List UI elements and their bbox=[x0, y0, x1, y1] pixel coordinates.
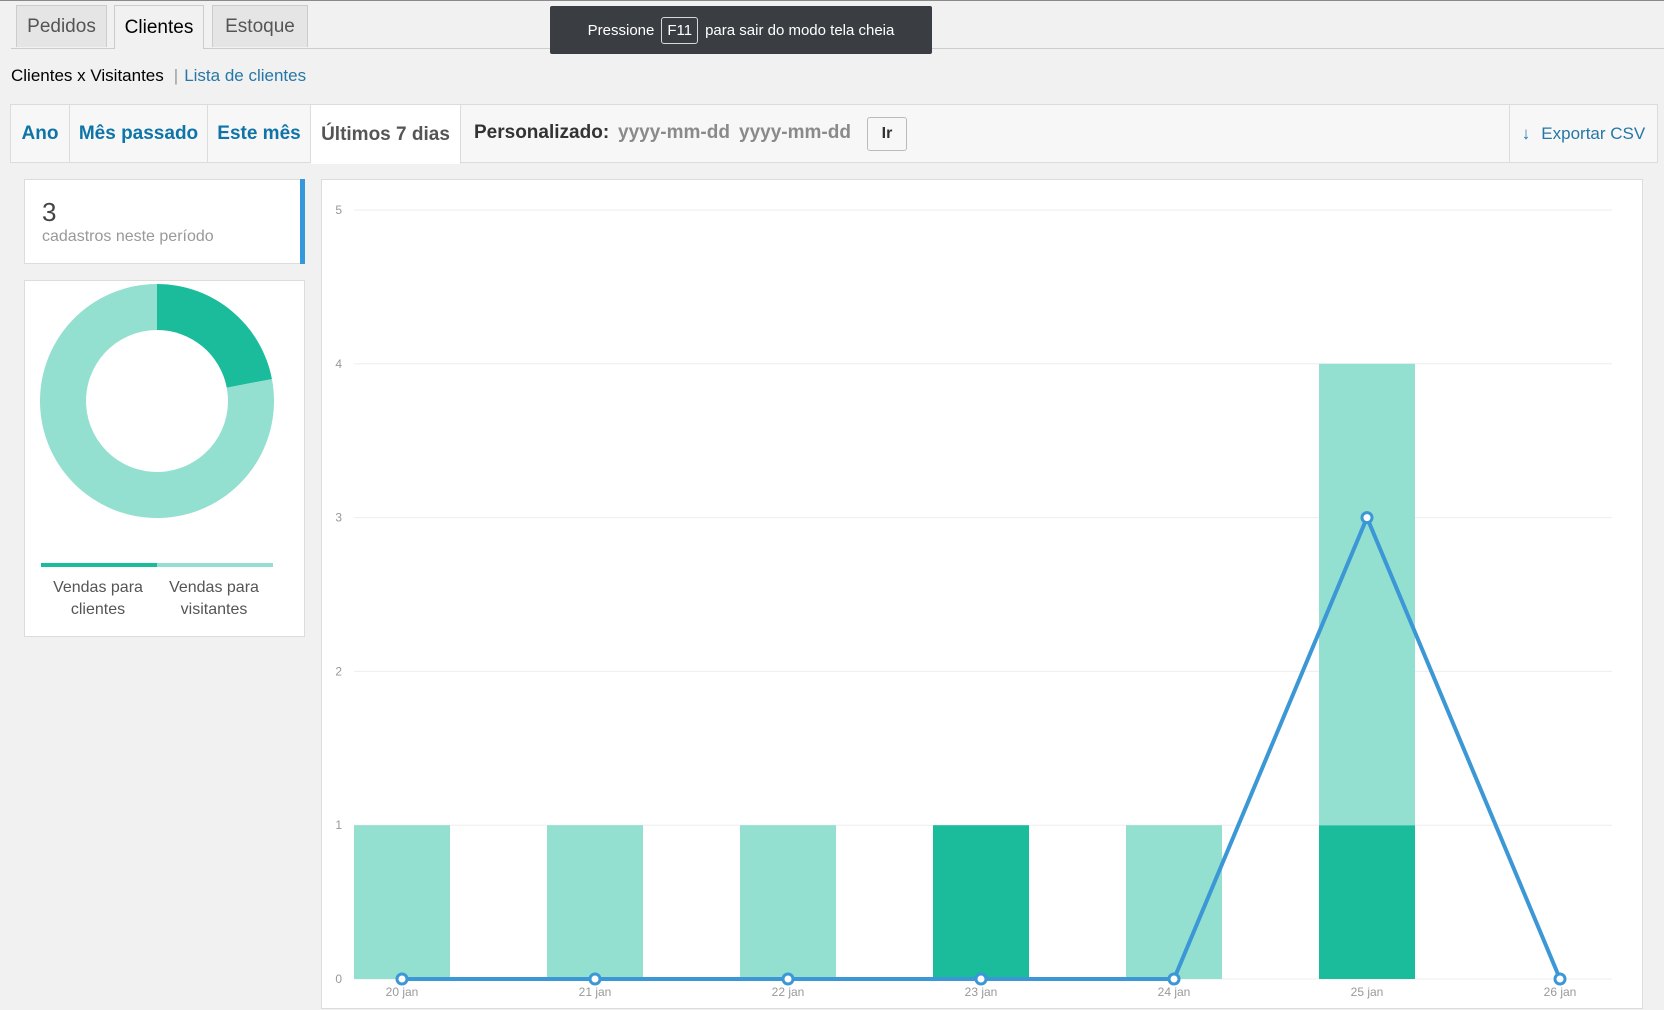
fullscreen-notice: Pressione F11 para sair do modo tela che… bbox=[550, 6, 932, 54]
bar-visitantes-3[interactable] bbox=[740, 825, 836, 979]
tab-estoque[interactable]: Estoque bbox=[212, 5, 308, 47]
export-csv-label: Exportar CSV bbox=[1541, 123, 1646, 143]
tab-pedidos[interactable]: Pedidos bbox=[16, 5, 107, 47]
donut-chart bbox=[39, 284, 274, 518]
x-tick-label: 21 jan bbox=[579, 985, 612, 999]
legend-bar-clientes bbox=[41, 563, 157, 567]
sub-navigation: Clientes x Visitantes | Lista de clientes bbox=[11, 66, 306, 86]
go-button[interactable]: Ir bbox=[867, 117, 907, 151]
x-tick-label: 26 jan bbox=[1544, 985, 1577, 999]
fullscreen-notice-before: Pressione bbox=[587, 21, 655, 39]
y-tick-label: 3 bbox=[335, 511, 342, 525]
line-point-2[interactable] bbox=[588, 972, 602, 986]
bar-clientes-6[interactable] bbox=[1319, 825, 1415, 979]
summary-accent bbox=[300, 179, 305, 264]
line-point-7[interactable] bbox=[1553, 972, 1567, 986]
legend-label-visitantes[interactable]: Vendas para visitantes bbox=[169, 579, 259, 618]
legend-bar-visitantes bbox=[157, 563, 273, 567]
x-tick-label: 22 jan bbox=[772, 985, 805, 999]
donut-slice-visitantes[interactable] bbox=[39, 284, 274, 518]
subnav-separator: | bbox=[173, 66, 179, 85]
fullscreen-notice-after: para sair do modo tela cheia bbox=[705, 21, 895, 39]
y-tick-label: 2 bbox=[335, 664, 342, 678]
pie-card: Vendas para clientes Vendas para visitan… bbox=[24, 280, 305, 637]
subnav-current: Clientes x Visitantes bbox=[11, 66, 164, 85]
main-chart: 0 1 2 3 4 5 20 jan 21 jan 22 jan 23 jan 24 jan 25 j… bbox=[335, 203, 1612, 999]
window-top-border bbox=[0, 0, 1664, 1]
bar-visitantes-2[interactable] bbox=[547, 825, 643, 979]
main-chart-card: 0 1 2 3 4 5 20 jan 21 jan 22 jan 23 jan 24 jan 25 j… bbox=[321, 179, 1643, 1009]
f11-key: F11 bbox=[661, 16, 699, 44]
range-este-mes[interactable]: Este mês bbox=[208, 105, 311, 162]
line-point-1[interactable] bbox=[395, 972, 409, 986]
export-csv-button[interactable]: ↓ Exportar CSV bbox=[1509, 105, 1657, 162]
summary-count: 3 bbox=[42, 197, 57, 227]
date-range-bar: Ano Mês passado Este mês Últimos 7 dias … bbox=[10, 104, 1658, 164]
line-point-6[interactable] bbox=[1360, 511, 1374, 525]
line-point-3[interactable] bbox=[781, 972, 795, 986]
end-date-input[interactable]: yyyy-mm-dd bbox=[739, 122, 851, 143]
x-tick-label: 24 jan bbox=[1158, 985, 1191, 999]
range-ultimos-7-dias[interactable]: Últimos 7 dias bbox=[311, 105, 461, 164]
legend-label-clientes[interactable]: Vendas para clientes bbox=[53, 579, 143, 618]
range-mes-passado[interactable]: Mês passado bbox=[70, 105, 208, 162]
report-tabs: Pedidos Clientes Estoque bbox=[11, 5, 1664, 49]
y-tick-label: 4 bbox=[335, 357, 342, 371]
tab-clientes[interactable]: Clientes bbox=[114, 5, 204, 49]
bar-clientes-4[interactable] bbox=[933, 825, 1029, 979]
x-tick-label: 25 jan bbox=[1351, 985, 1384, 999]
y-tick-label: 5 bbox=[335, 203, 342, 217]
y-tick-label: 1 bbox=[335, 818, 342, 832]
line-point-5[interactable] bbox=[1167, 972, 1181, 986]
start-date-input[interactable]: yyyy-mm-dd bbox=[618, 122, 730, 143]
download-arrow-icon: ↓ bbox=[1521, 123, 1531, 143]
bar-visitantes-1[interactable] bbox=[354, 825, 450, 979]
y-tick-label: 0 bbox=[335, 972, 342, 986]
donut-slice-clientes[interactable] bbox=[157, 284, 272, 388]
x-tick-label: 20 jan bbox=[386, 985, 419, 999]
range-ano[interactable]: Ano bbox=[11, 105, 70, 162]
custom-range-label: Personalizado: bbox=[474, 122, 610, 143]
summary-card: 3 cadastros neste período bbox=[24, 179, 305, 264]
line-point-4[interactable] bbox=[974, 972, 988, 986]
subnav-link-lista-de-clientes[interactable]: Lista de clientes bbox=[184, 66, 307, 85]
x-tick-label: 23 jan bbox=[965, 985, 998, 999]
summary-label: cadastros neste período bbox=[42, 228, 214, 245]
